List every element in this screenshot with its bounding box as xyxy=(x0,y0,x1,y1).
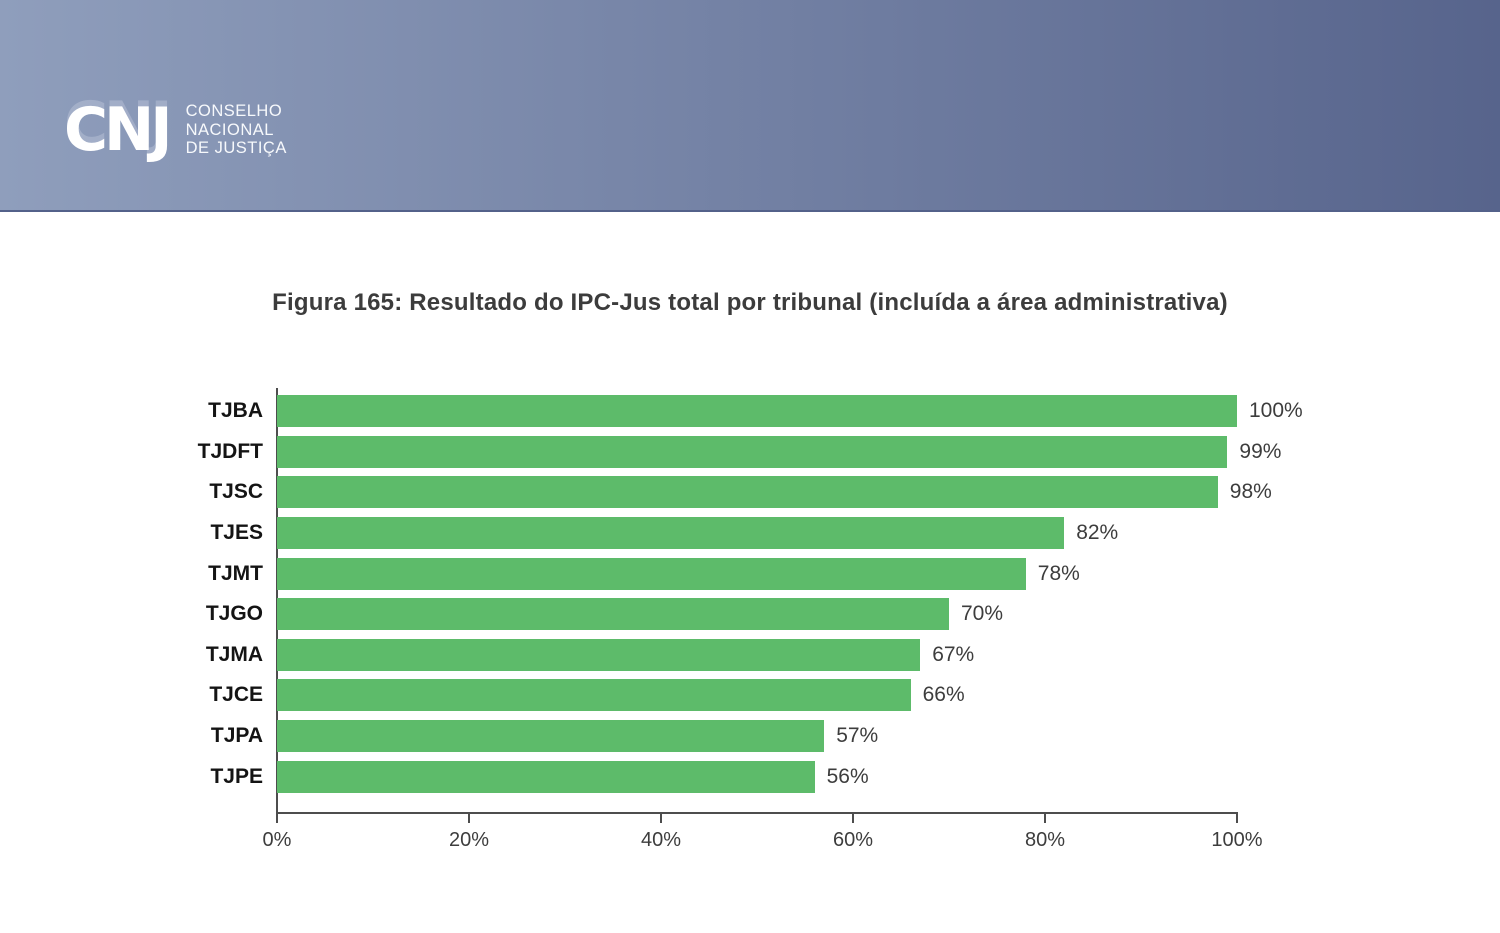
bar-category-label: TJPA xyxy=(210,724,263,748)
x-axis-tick-label: 60% xyxy=(832,829,874,851)
x-axis-tick-label: 20% xyxy=(448,829,490,851)
bar-category-label: TJSC xyxy=(209,480,263,504)
cnj-logo: CNJ CONSELHO NACIONAL DE JUSTIÇA xyxy=(64,95,287,165)
bar-category-label: TJPE xyxy=(210,764,263,788)
x-axis-tick-mark xyxy=(1236,814,1238,823)
bar xyxy=(277,395,1237,428)
x-axis-tick-label: 80% xyxy=(1024,829,1066,851)
x-axis-tick-label: 40% xyxy=(640,829,682,851)
bar-category-label: TJMA xyxy=(205,642,263,666)
chart-row: TJBA 100% xyxy=(208,391,1303,432)
bar-value-label: 99% xyxy=(1239,439,1282,463)
org-name-line-3: DE JUSTIÇA xyxy=(185,139,287,157)
x-axis-tick-label: 0% xyxy=(262,829,292,851)
x-axis-tick-mark xyxy=(660,814,662,823)
bar-value-label: 78% xyxy=(1037,561,1080,585)
bar-category-label: TJDFT xyxy=(197,439,263,463)
org-name-line-1: CONSELHO xyxy=(185,102,283,120)
bar xyxy=(277,760,815,793)
bar-value-label: 82% xyxy=(1076,521,1119,545)
bar xyxy=(277,720,825,753)
bar xyxy=(277,517,1065,550)
bar xyxy=(277,557,1026,590)
bar-value-label: 56% xyxy=(826,764,869,788)
chart-row: TJGO 70% xyxy=(206,594,1237,635)
chart-rows: TJBA 100% TJDFT 99% TJSC 98% TJES 82% TJMT 78% TJG… xyxy=(198,391,1303,797)
chart-row: TJES 82% xyxy=(210,513,1237,554)
chart-row: TJMA 67% xyxy=(206,635,1237,676)
header-banner: CNJ CONSELHO NACIONAL DE JUSTIÇA xyxy=(0,0,1500,212)
bar-category-label: TJGO xyxy=(205,602,263,626)
org-name: CONSELHO NACIONAL DE JUSTIÇA xyxy=(186,102,287,158)
chart-row: TJMT 78% xyxy=(208,553,1237,594)
bar-category-label: TJCE xyxy=(209,683,263,707)
bar-value-label: 70% xyxy=(961,602,1004,626)
bar xyxy=(277,476,1218,509)
bar-category-label: TJBA xyxy=(208,399,263,423)
bar-value-label: 67% xyxy=(932,642,975,666)
bar xyxy=(277,435,1228,468)
figure-title: Figura 165: Resultado do IPC-Jus total p… xyxy=(272,289,1228,316)
chart-row: TJSC 98% xyxy=(209,472,1272,513)
chart-row: TJPA 57% xyxy=(211,716,1237,757)
bar-category-label: TJES xyxy=(210,521,263,545)
x-axis-tick-mark xyxy=(468,814,470,823)
x-axis: 0% 20% 40% 60% 80% 100% xyxy=(263,812,1263,862)
x-axis-tick-mark xyxy=(1044,814,1046,823)
bar-value-label: 98% xyxy=(1229,480,1272,504)
cnj-logo-wordmark: CNJ xyxy=(64,95,173,165)
bar-value-label: 57% xyxy=(836,724,879,748)
x-axis-line xyxy=(276,812,1238,814)
chart-row: TJCE 66% xyxy=(209,675,1237,716)
x-axis-tick-label: 100% xyxy=(1211,829,1263,851)
org-name-line-2: NACIONAL xyxy=(185,120,274,139)
bar xyxy=(277,598,949,631)
bar-value-label: 100% xyxy=(1249,399,1303,423)
bar xyxy=(277,638,921,671)
x-axis-tick-mark xyxy=(852,814,854,823)
bar-category-label: TJMT xyxy=(208,561,263,585)
chart-row: TJPE 56% xyxy=(210,756,1237,797)
x-axis-tick-mark xyxy=(276,814,278,823)
bar xyxy=(277,679,911,712)
chart-row: TJDFT 99% xyxy=(198,432,1281,473)
bar-value-label: 66% xyxy=(922,683,965,707)
